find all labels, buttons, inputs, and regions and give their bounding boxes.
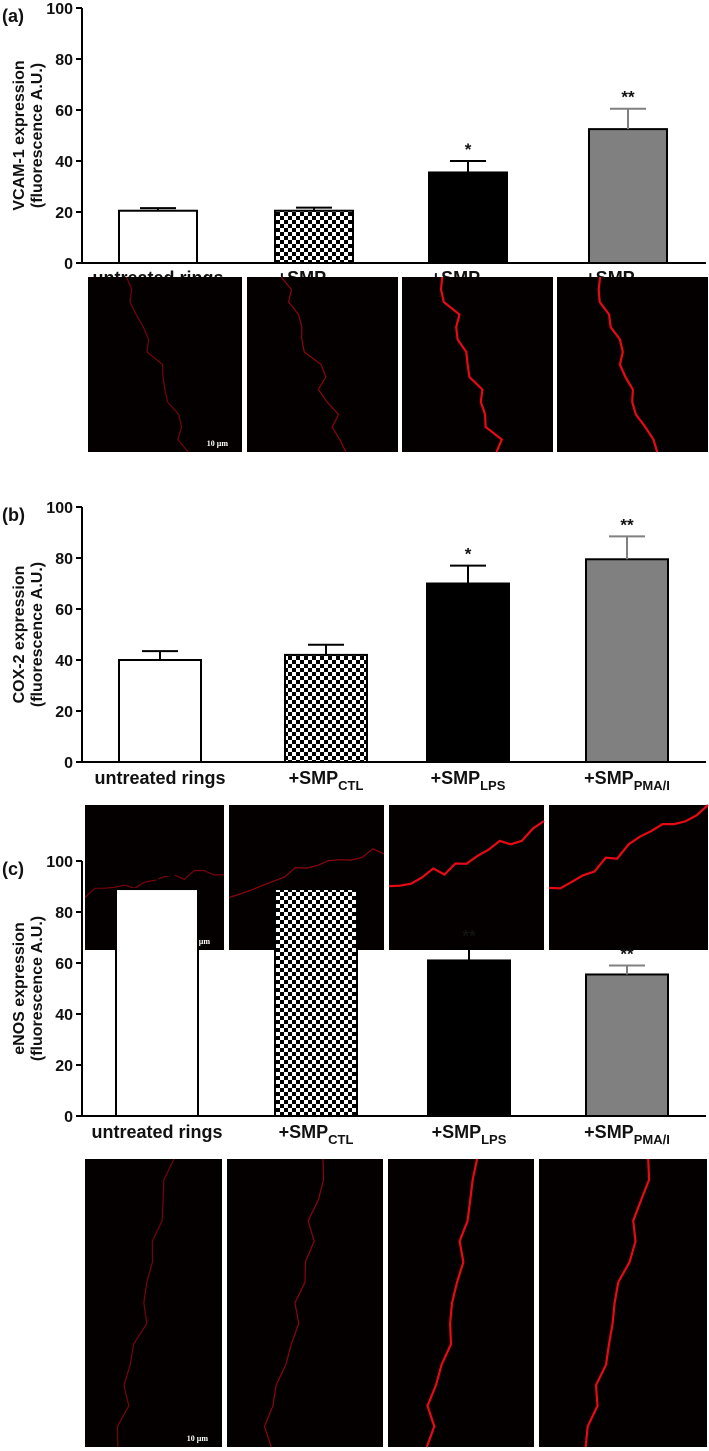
x-tick-label: untreated rings [94, 768, 225, 788]
micrograph [539, 1159, 707, 1447]
bar [585, 558, 669, 764]
stained-endothelium [84, 869, 225, 898]
significance-mark: * [465, 140, 472, 159]
micrograph [88, 277, 242, 452]
micrograph [389, 805, 544, 950]
y-tick-label: 100 [46, 500, 73, 517]
bar [426, 582, 510, 763]
y-tick-label: 20 [55, 1058, 73, 1075]
bar [427, 959, 511, 1118]
y-axis-label: (fluorescence A.U.) [29, 916, 46, 1061]
significance-mark: * [465, 545, 472, 564]
panel-label: (a) [2, 6, 24, 26]
y-tick-label: 80 [55, 52, 73, 69]
stained-endothelium [548, 804, 709, 890]
stained-endothelium [116, 1158, 175, 1448]
y-tick-label: 40 [55, 653, 73, 670]
x-tick-label: +SMP [584, 1122, 634, 1142]
y-axis-label: VCAM-1 expression [11, 60, 28, 210]
x-tick-label: +SMP [289, 768, 339, 788]
stained-endothelium [125, 276, 189, 453]
panel-label: (c) [2, 859, 24, 879]
bar [284, 653, 368, 764]
stained-endothelium [597, 276, 659, 453]
x-tick-subscript: CTL [328, 1132, 353, 1147]
y-tick-label: 0 [64, 1109, 73, 1126]
bar [118, 209, 198, 265]
bar [274, 888, 358, 1117]
y-tick-label: 20 [55, 704, 73, 721]
micrograph [549, 805, 708, 950]
micrograph [227, 1159, 383, 1447]
y-axis-label: (fluorescence A.U.) [29, 63, 46, 208]
micrograph [402, 277, 553, 452]
bar [115, 888, 199, 1117]
x-tick-subscript: LPS [480, 778, 506, 793]
bar [588, 128, 668, 264]
x-tick-label: +SMP [584, 768, 634, 788]
x-tick-subscript: PMA/I [634, 1132, 670, 1147]
micrograph [85, 1159, 222, 1447]
y-tick-label: 20 [55, 205, 73, 222]
y-tick-label: 80 [55, 905, 73, 922]
y-tick-label: 60 [55, 956, 73, 973]
y-tick-label: 40 [55, 154, 73, 171]
x-tick-label: +SMP [279, 1122, 329, 1142]
stained-endothelium [263, 1158, 325, 1448]
stained-endothelium [439, 276, 504, 453]
significance-mark: ** [620, 945, 634, 964]
y-tick-label: 100 [46, 854, 73, 871]
y-tick-label: 60 [55, 103, 73, 120]
significance-mark: ** [621, 88, 635, 107]
y-axis-label: eNOS expression [11, 922, 28, 1055]
bar [428, 171, 508, 265]
x-tick-label: untreated rings [91, 1122, 222, 1142]
stained-endothelium [228, 848, 385, 899]
scale-bar-label: 10 µm [207, 439, 229, 448]
x-tick-subscript: CTL [338, 778, 363, 793]
y-tick-label: 80 [55, 551, 73, 568]
stained-endothelium [425, 1158, 479, 1448]
y-tick-label: 0 [64, 755, 73, 772]
micrograph [247, 277, 398, 452]
significance-mark: ** [462, 927, 476, 946]
stained-endothelium [280, 276, 347, 453]
bar [585, 973, 669, 1117]
y-tick-label: 60 [55, 602, 73, 619]
micrograph [388, 1159, 534, 1447]
x-tick-label: +SMP [432, 1122, 482, 1142]
panel-label: (b) [2, 505, 25, 525]
y-tick-label: 40 [55, 1007, 73, 1024]
scale-bar-label: 10 µm [189, 937, 211, 946]
x-tick-label: +SMP [431, 768, 481, 788]
scale-bar-label: 10 µm [187, 1434, 209, 1443]
bar [274, 209, 354, 265]
y-axis-label: COX-2 expression [11, 566, 28, 704]
y-tick-label: 100 [46, 1, 73, 18]
y-tick-label: 0 [64, 256, 73, 273]
x-tick-subscript: LPS [481, 1132, 507, 1147]
stained-endothelium [584, 1158, 651, 1448]
x-tick-subscript: PMA/I [634, 778, 670, 793]
y-axis-label: (fluorescence A.U.) [29, 562, 46, 707]
bar [118, 659, 202, 763]
micrograph [557, 277, 708, 452]
stained-endothelium [388, 820, 545, 888]
significance-mark: ** [620, 515, 634, 534]
